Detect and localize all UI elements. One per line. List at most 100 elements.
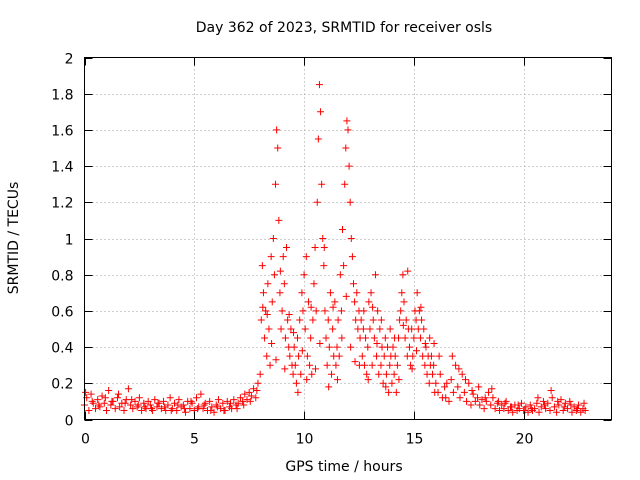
data-point <box>281 334 289 342</box>
data-point <box>416 334 424 342</box>
data-point <box>381 334 389 342</box>
data-point <box>325 383 333 391</box>
data-point <box>443 379 451 387</box>
data-point <box>386 325 394 333</box>
data-point <box>382 370 390 378</box>
data-point <box>307 334 315 342</box>
data-point <box>526 401 534 409</box>
data-point <box>220 406 228 414</box>
data-point <box>116 403 124 411</box>
data-point <box>262 307 270 315</box>
data-point <box>243 396 251 404</box>
data-point <box>174 401 182 409</box>
data-point <box>417 303 425 311</box>
data-point <box>509 408 517 416</box>
data-point <box>355 361 363 369</box>
data-point <box>365 298 373 306</box>
data-point <box>344 126 352 134</box>
data-point <box>334 316 342 324</box>
data-point <box>314 135 322 143</box>
data-point <box>302 253 310 261</box>
data-point <box>141 403 149 411</box>
chart-title: Day 362 of 2023, SRMTID for receiver osl… <box>196 20 492 36</box>
data-point <box>555 401 563 409</box>
data-point <box>573 405 581 413</box>
data-point <box>286 352 294 360</box>
data-point <box>171 399 179 407</box>
data-point <box>311 244 319 252</box>
data-point <box>325 343 333 351</box>
data-point <box>87 390 95 398</box>
data-point <box>524 408 532 416</box>
data-point <box>539 397 547 405</box>
data-point <box>476 401 484 409</box>
data-point <box>247 392 255 400</box>
data-point <box>570 403 578 411</box>
axis-ticks: 00.20.40.60.811.21.41.61.820 5 10 15 20 <box>51 52 612 448</box>
data-point <box>422 343 430 351</box>
data-point <box>452 361 460 369</box>
data-point <box>131 397 139 405</box>
data-point <box>581 406 589 414</box>
data-point <box>500 405 508 413</box>
data-point <box>396 316 404 324</box>
data-point <box>321 307 329 315</box>
data-point <box>214 396 222 404</box>
data-point <box>489 394 497 402</box>
data-point <box>336 271 344 279</box>
data-point <box>265 325 273 333</box>
data-point <box>460 388 468 396</box>
data-point <box>234 399 242 407</box>
data-point <box>397 307 405 315</box>
data-point <box>146 401 154 409</box>
data-point <box>91 405 99 413</box>
y-tick-label: 0.8 <box>51 269 73 285</box>
data-point <box>85 406 93 414</box>
data-point <box>449 388 457 396</box>
data-point <box>561 399 569 407</box>
data-point <box>399 321 407 329</box>
x-axis-label: GPS time / hours <box>285 459 402 475</box>
data-point <box>115 390 123 398</box>
data-point <box>240 401 248 409</box>
y-tick-label: 0.6 <box>51 305 73 321</box>
data-point <box>241 390 249 398</box>
data-point <box>313 198 321 206</box>
data-point <box>328 370 336 378</box>
data-point <box>276 289 284 297</box>
data-point <box>245 388 253 396</box>
data-point <box>252 394 260 402</box>
data-point <box>280 280 288 288</box>
data-point <box>290 329 298 337</box>
data-point <box>207 406 215 414</box>
data-point <box>544 399 552 407</box>
data-point <box>353 289 361 297</box>
data-point <box>167 406 175 414</box>
data-point <box>157 405 165 413</box>
data-point <box>149 406 157 414</box>
data-point <box>98 392 106 400</box>
data-point <box>498 401 506 409</box>
data-point <box>370 334 378 342</box>
data-point <box>320 262 328 270</box>
data-point <box>514 401 522 409</box>
data-point <box>468 387 476 395</box>
data-point <box>105 387 113 395</box>
data-point <box>349 280 357 288</box>
data-point <box>390 370 398 378</box>
data-point <box>278 307 286 315</box>
data-point <box>332 361 340 369</box>
y-tick-label: 0.4 <box>51 341 73 357</box>
data-point <box>347 235 355 242</box>
data-point <box>319 235 327 242</box>
data-point <box>364 343 372 351</box>
data-point <box>329 303 337 311</box>
data-point <box>257 316 265 324</box>
data-point <box>120 406 128 414</box>
data-point <box>504 406 512 414</box>
data-point <box>392 388 400 396</box>
x-tick-label: 20 <box>516 432 534 448</box>
data-point <box>250 385 258 393</box>
data-point <box>269 235 277 242</box>
data-point <box>351 358 359 366</box>
